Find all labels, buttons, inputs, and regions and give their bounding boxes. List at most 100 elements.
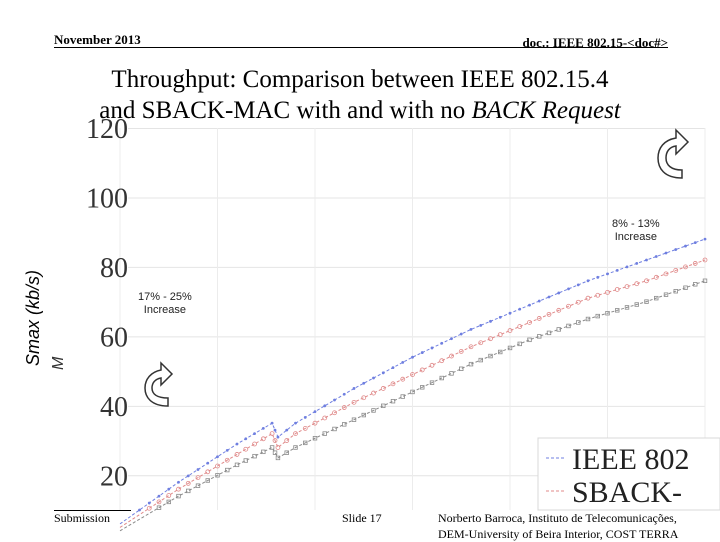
y-tick-label: 20 [100, 461, 128, 492]
data-point [537, 334, 542, 339]
slide-title-line1: Throughput: Comparison between IEEE 802.… [111, 66, 609, 93]
data-point [235, 442, 239, 446]
data-point [683, 285, 688, 290]
data-point [352, 387, 356, 390]
data-point [575, 299, 581, 305]
data-point [546, 311, 552, 317]
data-point [195, 483, 201, 488]
data-point [614, 287, 620, 292]
data-point [567, 287, 570, 291]
data-point [507, 345, 513, 351]
data-point [312, 436, 318, 441]
data-point [391, 366, 395, 370]
data-point [557, 291, 561, 295]
footer-author-line2: DEM-University of Beira Interior, COST T… [438, 527, 679, 541]
data-point [478, 340, 484, 346]
data-point [536, 316, 542, 321]
data-point [284, 438, 290, 443]
data-point [185, 480, 191, 486]
data-point [468, 344, 474, 350]
data-point [615, 308, 620, 313]
data-point [234, 462, 240, 468]
annotation-lower-pct: 17% - 25% [138, 291, 192, 303]
data-point [166, 493, 172, 498]
data-point [294, 421, 297, 425]
data-point [653, 274, 659, 280]
data-point [312, 420, 318, 426]
data-point [528, 303, 531, 307]
data-point [663, 271, 669, 277]
annotation-lower-text: Increase [143, 304, 186, 316]
data-point [390, 398, 396, 404]
data-point [702, 257, 708, 263]
data-point [576, 320, 581, 325]
legend-label: SBACK- [572, 476, 682, 509]
data-point [390, 381, 396, 387]
data-point [243, 458, 248, 463]
data-point [270, 421, 274, 425]
data-point [400, 394, 405, 399]
data-point [285, 428, 289, 432]
data-point [606, 272, 609, 276]
data-point [243, 446, 249, 452]
data-point [302, 425, 308, 431]
data-point [596, 275, 600, 279]
data-point [269, 431, 275, 437]
data-point [527, 337, 532, 343]
data-point [332, 426, 337, 432]
data-point [303, 415, 307, 419]
data-point [683, 264, 688, 270]
data-point [196, 468, 200, 471]
data-point [605, 289, 610, 295]
data-point [215, 463, 220, 469]
annotation-upper-text: Increase [614, 231, 657, 243]
series-1 [119, 237, 707, 525]
data-point [401, 361, 405, 364]
data-point [244, 437, 248, 441]
data-point [459, 332, 463, 336]
data-point [272, 450, 278, 455]
data-point [489, 319, 492, 323]
data-point [361, 412, 366, 418]
footer-author: Norberto Barroca, Instituto de Telecomun… [438, 510, 678, 542]
data-point [508, 311, 512, 315]
data-point [488, 336, 493, 342]
data-point [585, 316, 591, 322]
series-line [119, 259, 706, 528]
data-point [322, 415, 328, 421]
footer-rule [54, 510, 131, 511]
data-point [556, 327, 561, 332]
data-point [556, 307, 562, 313]
data-point [644, 278, 649, 284]
data-point [381, 371, 385, 375]
curved-up-arrow-icon [144, 361, 174, 407]
annotation-upper-pct: 8% - 13% [612, 218, 660, 230]
data-point [663, 292, 669, 297]
data-point [351, 417, 357, 422]
series-line [119, 280, 706, 532]
data-point [275, 455, 281, 461]
data-point [332, 410, 337, 416]
y-axis-label: Smax (kb/s) [23, 269, 43, 366]
footer-author-line1: Norberto Barroca, Instituto de Telecomun… [438, 511, 677, 525]
data-point [430, 346, 434, 350]
data-point [206, 461, 210, 465]
data-point [624, 284, 630, 289]
data-point [703, 237, 707, 241]
slide-title-line2: and SBACK-MAC with and with no BACK Requ… [0, 95, 720, 126]
data-point [468, 361, 474, 367]
data-point [380, 386, 386, 391]
data-point [635, 262, 639, 265]
data-point [225, 467, 230, 473]
header-doc-id: doc.: IEEE 802.15-<doc#> [522, 35, 668, 50]
data-point [146, 505, 152, 511]
data-point [205, 469, 211, 475]
data-point [429, 362, 435, 368]
data-point [195, 475, 201, 480]
data-point [176, 493, 181, 499]
data-point [488, 353, 493, 359]
data-point [157, 494, 161, 498]
data-point [624, 305, 630, 310]
data-point [342, 422, 347, 427]
